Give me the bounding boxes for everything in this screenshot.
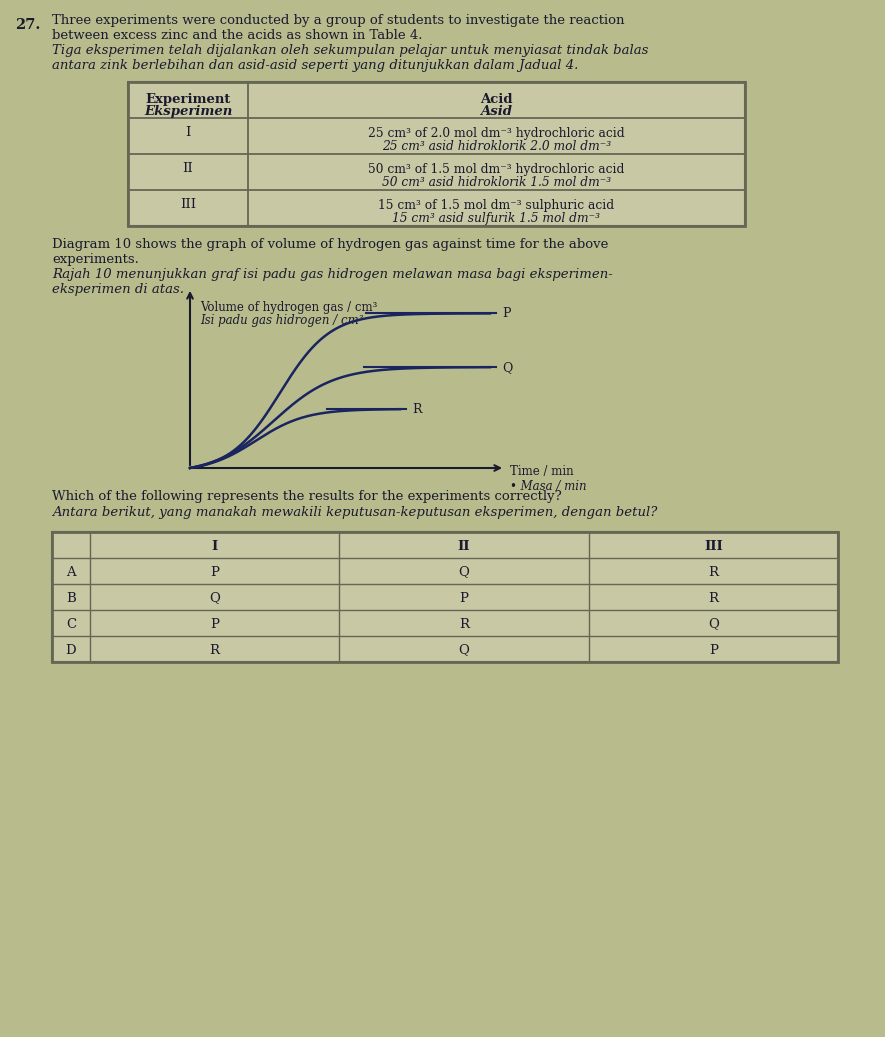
- Text: 27.: 27.: [15, 18, 41, 32]
- Text: B: B: [66, 591, 76, 605]
- Text: A: A: [66, 565, 76, 579]
- Text: R: R: [210, 644, 219, 656]
- Text: Eksperimen: Eksperimen: [143, 105, 232, 118]
- Text: 25 cm³ asid hidroklorik 2.0 mol dm⁻³: 25 cm³ asid hidroklorik 2.0 mol dm⁻³: [382, 140, 611, 153]
- Text: Experiment: Experiment: [145, 93, 231, 106]
- Text: Diagram 10 shows the graph of volume of hydrogen gas against time for the above: Diagram 10 shows the graph of volume of …: [52, 239, 608, 251]
- Text: Asid: Asid: [481, 105, 512, 118]
- Text: II: II: [458, 539, 470, 553]
- Text: antara zink berlebihan dan asid-asid seperti yang ditunjukkan dalam Jadual 4.: antara zink berlebihan dan asid-asid sep…: [52, 59, 579, 72]
- Text: R: R: [459, 617, 469, 630]
- Text: • Masa / min: • Masa / min: [510, 480, 587, 493]
- Text: Time / min: Time / min: [510, 465, 573, 478]
- Text: Antara berikut, yang manakah mewakili keputusan-keputusan eksperimen, dengan bet: Antara berikut, yang manakah mewakili ke…: [52, 506, 658, 518]
- Text: C: C: [66, 617, 76, 630]
- Bar: [128, 82, 745, 226]
- Text: Tiga eksperimen telah dijalankan oleh sekumpulan pelajar untuk menyiasat tindak : Tiga eksperimen telah dijalankan oleh se…: [52, 44, 649, 57]
- Text: III: III: [180, 198, 196, 212]
- Text: P: P: [210, 565, 219, 579]
- Text: Q: Q: [458, 644, 469, 656]
- Bar: [52, 532, 838, 662]
- Text: Rajah 10 menunjukkan graf isi padu gas hidrogen melawan masa bagi eksperimen-: Rajah 10 menunjukkan graf isi padu gas h…: [52, 268, 612, 281]
- Text: Which of the following represents the results for the experiments correctly?: Which of the following represents the re…: [52, 491, 562, 503]
- Text: Isi padu gas hidrogen / cm³: Isi padu gas hidrogen / cm³: [200, 314, 364, 327]
- Text: II: II: [182, 163, 194, 175]
- Text: 50 cm³ asid hidroklorik 1.5 mol dm⁻³: 50 cm³ asid hidroklorik 1.5 mol dm⁻³: [382, 176, 611, 189]
- Text: 25 cm³ of 2.0 mol dm⁻³ hydrochloric acid: 25 cm³ of 2.0 mol dm⁻³ hydrochloric acid: [368, 127, 625, 140]
- Text: Acid: Acid: [481, 93, 512, 106]
- Text: 15 cm³ of 1.5 mol dm⁻³ sulphuric acid: 15 cm³ of 1.5 mol dm⁻³ sulphuric acid: [379, 199, 614, 212]
- Bar: [128, 82, 745, 226]
- Text: Q: Q: [502, 361, 512, 373]
- Text: P: P: [210, 617, 219, 630]
- Text: R: R: [708, 591, 719, 605]
- Text: Q: Q: [458, 565, 469, 579]
- Text: Three experiments were conducted by a group of students to investigate the react: Three experiments were conducted by a gr…: [52, 15, 625, 27]
- Text: Volume of hydrogen gas / cm³: Volume of hydrogen gas / cm³: [200, 301, 377, 314]
- Text: D: D: [65, 644, 76, 656]
- Bar: [52, 532, 838, 662]
- Text: R: R: [708, 565, 719, 579]
- Text: P: P: [709, 644, 718, 656]
- Text: P: P: [459, 591, 468, 605]
- Text: I: I: [212, 539, 218, 553]
- Text: experiments.: experiments.: [52, 253, 139, 267]
- Text: III: III: [704, 539, 723, 553]
- Text: eksperimen di atas.: eksperimen di atas.: [52, 283, 184, 296]
- Text: R: R: [412, 402, 421, 416]
- Text: I: I: [185, 127, 190, 140]
- Text: 15 cm³ asid sulfurik 1.5 mol dm⁻³: 15 cm³ asid sulfurik 1.5 mol dm⁻³: [393, 212, 601, 225]
- Text: Q: Q: [209, 591, 220, 605]
- Text: between excess zinc and the acids as shown in Table 4.: between excess zinc and the acids as sho…: [52, 29, 422, 43]
- Text: Q: Q: [708, 617, 719, 630]
- Text: P: P: [502, 307, 511, 320]
- Text: 50 cm³ of 1.5 mol dm⁻³ hydrochloric acid: 50 cm³ of 1.5 mol dm⁻³ hydrochloric acid: [368, 163, 625, 176]
